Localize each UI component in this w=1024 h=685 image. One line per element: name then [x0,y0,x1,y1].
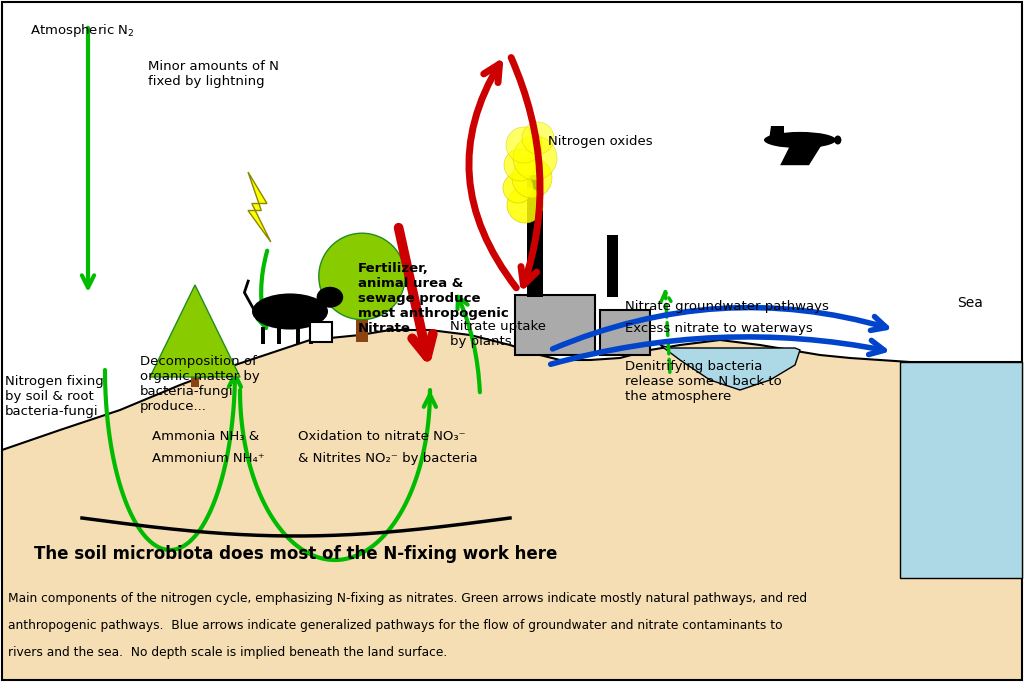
Circle shape [506,127,542,163]
Ellipse shape [835,136,842,145]
Circle shape [513,136,557,180]
Text: Nitrogen oxides: Nitrogen oxides [548,135,652,148]
Bar [310,322,332,342]
Circle shape [503,173,534,203]
Bar [2,2,1022,578]
Text: Ammonia NH₃ &: Ammonia NH₃ & [152,430,259,443]
Text: Excess nitrate to waterways: Excess nitrate to waterways [625,322,813,335]
Circle shape [512,158,552,198]
Text: Fertilizer,
animal urea &
sewage produce
most anthropogenic
Nitrate: Fertilizer, animal urea & sewage produce… [358,262,509,335]
Bar [191,365,199,387]
Text: Oxidation to nitrate NO₃⁻: Oxidation to nitrate NO₃⁻ [298,430,466,443]
Polygon shape [768,125,783,140]
Ellipse shape [764,132,836,148]
Circle shape [522,122,554,154]
Polygon shape [248,172,270,242]
Text: Ammonium NH₄⁺: Ammonium NH₄⁺ [152,452,264,465]
Text: Main components of the nitrogen cycle, emphasizing N-fixing as nitrates. Green a: Main components of the nitrogen cycle, e… [8,592,807,605]
Bar [527,175,543,297]
Text: rivers and the sea.  No depth scale is implied beneath the land surface.: rivers and the sea. No depth scale is im… [8,646,447,659]
Bar [600,310,650,355]
Text: Sea: Sea [957,296,983,310]
Text: & Nitrites NO₂⁻ by bacteria: & Nitrites NO₂⁻ by bacteria [298,452,477,465]
Ellipse shape [316,287,343,308]
Text: Minor amounts of N
fixed by lightning: Minor amounts of N fixed by lightning [148,60,279,88]
Text: The soil microbiota does most of the N-fixing work here: The soil microbiota does most of the N-f… [35,545,558,563]
Text: Nitrogen fixing
by soil & root
bacteria-fungi: Nitrogen fixing by soil & root bacteria-… [5,375,103,418]
Bar [607,235,618,297]
Text: Atmospheric N$_2$: Atmospheric N$_2$ [30,22,135,39]
Circle shape [507,187,543,223]
Polygon shape [900,362,1022,578]
Circle shape [318,233,406,320]
Bar [356,310,368,342]
Polygon shape [2,330,1022,680]
Text: Denitrifying bacteria
release some N back to
the atmosphere: Denitrifying bacteria release some N bac… [625,360,781,403]
Text: Nitrate uptake
by plants: Nitrate uptake by plants [450,320,546,348]
Text: Decomposition of
organic matter by
bacteria-fungi
produce...: Decomposition of organic matter by bacte… [140,355,260,413]
Text: Nitrate groundwater pathways: Nitrate groundwater pathways [625,300,828,313]
Polygon shape [660,345,800,390]
Text: anthropogenic pathways.  Blue arrows indicate generalized pathways for the flow : anthropogenic pathways. Blue arrows indi… [8,619,782,632]
Polygon shape [150,285,240,377]
Circle shape [504,149,536,181]
Ellipse shape [252,293,328,329]
Bar [515,295,595,355]
Polygon shape [780,144,822,165]
